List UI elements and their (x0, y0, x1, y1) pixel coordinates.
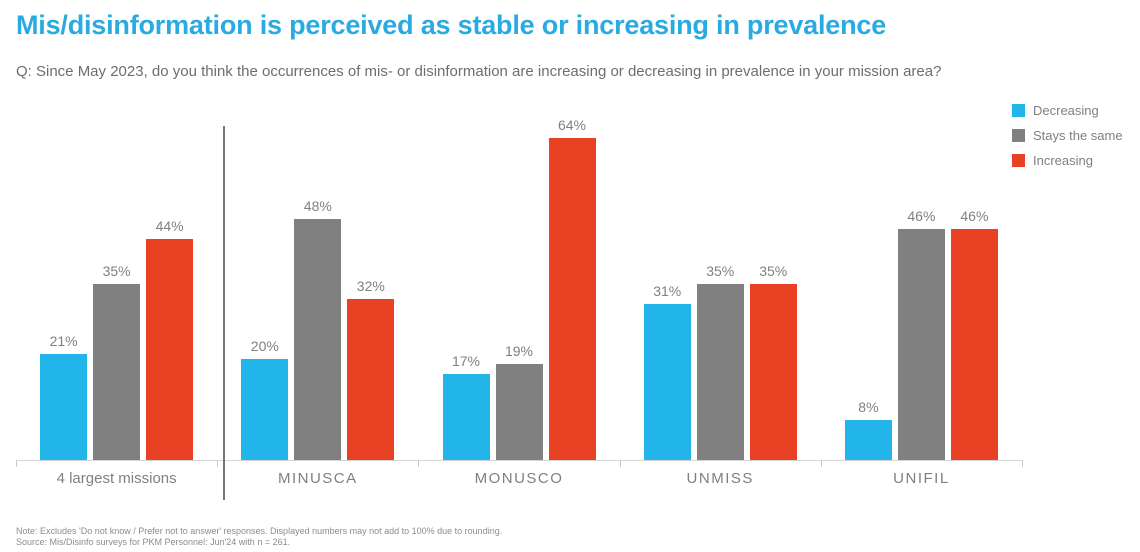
bar-column: 19% (495, 343, 543, 460)
bar-column: 8% (844, 399, 892, 460)
bar-group: 31% 35% 35% (620, 110, 821, 460)
footnotes: Note: Excludes 'Do not know / Prefer not… (16, 526, 502, 548)
category-labels: 4 largest missions MINUSCA MONUSCO UNMISS UN… (16, 470, 1022, 487)
legend-item-label: Decreasing (1033, 103, 1099, 118)
group-separator-line (223, 126, 225, 500)
bar-value-label: 44% (155, 218, 184, 234)
bar-value-label: 35% (759, 263, 788, 279)
legend-item: Stays the same (1012, 128, 1123, 143)
bar-value-label: 32% (356, 278, 385, 294)
bar-column: 32% (347, 278, 395, 460)
bar-column: 20% (241, 338, 289, 460)
bar-stays-the-same (294, 219, 342, 460)
bar-increasing (749, 284, 797, 460)
bar-column: 48% (294, 198, 342, 460)
bar-value-label: 8% (858, 399, 879, 415)
x-axis-line (16, 460, 1023, 461)
bar-column: 35% (93, 263, 141, 460)
bar-column: 17% (442, 353, 490, 460)
bar-decreasing (241, 359, 289, 460)
bar-stays-the-same (696, 284, 744, 460)
axis-tick (16, 460, 17, 467)
legend-swatch (1012, 154, 1025, 167)
category-label: MINUSCA (277, 470, 358, 487)
axis-tick (217, 460, 219, 467)
bar-column: 46% (950, 208, 998, 460)
bar-column: 44% (146, 218, 194, 460)
category-label: UNIFIL (893, 470, 950, 487)
bar-decreasing (643, 304, 691, 460)
legend-item: Increasing (1012, 153, 1123, 168)
bar-decreasing (844, 420, 892, 460)
bar-increasing (347, 299, 395, 460)
bar-column: 64% (548, 117, 596, 460)
plot-area: 21% 35% 44% 20% 48% 32% 17% 19% 64% 31% 35% 35% 8% 46… (16, 110, 1022, 460)
bar-increasing (950, 229, 998, 460)
bar-decreasing (442, 374, 490, 460)
bar-value-label: 35% (102, 263, 131, 279)
legend-item-label: Increasing (1033, 153, 1093, 168)
survey-question: Q: Since May 2023, do you think the occu… (16, 63, 942, 80)
bar-column: 35% (749, 263, 797, 460)
bar-value-label: 35% (706, 263, 735, 279)
bar-column: 46% (897, 208, 945, 460)
axis-tick (619, 460, 621, 467)
legend-swatch (1012, 104, 1025, 117)
axis-tick (1022, 460, 1023, 467)
bar-column: 35% (696, 263, 744, 460)
bar-value-label: 19% (504, 343, 534, 359)
bar-increasing (146, 239, 194, 460)
bar-group: 8% 46% 46% (821, 110, 1022, 460)
bar-group: 17% 19% 64% (418, 110, 619, 460)
bar-value-label: 17% (451, 353, 481, 369)
bar-stays-the-same (897, 229, 945, 460)
bar-value-label: 46% (960, 208, 989, 224)
bar-column: 31% (643, 283, 691, 460)
category-label: MONUSCO (474, 470, 564, 487)
bar-value-label: 31% (653, 283, 682, 299)
legend: Decreasing Stays the same Increasing (1012, 103, 1123, 168)
legend-swatch (1012, 129, 1025, 142)
category-label: UNMISS (686, 470, 754, 487)
source-text: Source: Mis/Disinfo surveys for PKM Pers… (16, 537, 291, 547)
category-label: 4 largest missions (56, 470, 177, 487)
bar-value-label: 48% (303, 198, 332, 214)
bar-column: 21% (40, 333, 88, 460)
page-title: Mis/disinformation is perceived as stabl… (16, 10, 887, 40)
bar-group: 20% 48% 32% (217, 110, 418, 460)
axis-tick (418, 460, 420, 467)
bar-decreasing (40, 354, 88, 460)
axis-tick (820, 460, 822, 467)
bar-increasing (548, 138, 596, 460)
bar-stays-the-same (93, 284, 141, 460)
bar-value-label: 64% (557, 117, 587, 133)
bar-group: 21% 35% 44% (16, 110, 217, 460)
legend-item: Decreasing (1012, 103, 1123, 118)
bar-value-label: 21% (49, 333, 78, 349)
legend-item-label: Stays the same (1033, 128, 1123, 143)
bar-stays-the-same (495, 364, 543, 460)
bar-value-label: 20% (250, 338, 279, 354)
note-text: Note: Excludes 'Do not know / Prefer not… (16, 526, 503, 536)
bar-value-label: 46% (907, 208, 936, 224)
